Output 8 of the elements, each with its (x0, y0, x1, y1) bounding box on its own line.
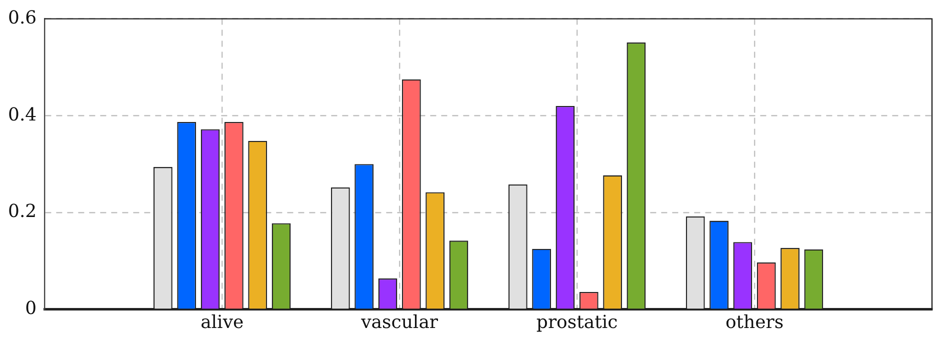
y-tick-label: 0.4 (8, 104, 37, 126)
y-tick-label: 0.6 (8, 7, 37, 28)
x-tick-label: others (725, 312, 784, 333)
y-tick-label: 0.2 (8, 201, 37, 222)
y-tick-label: 0 (25, 298, 37, 320)
x-tick-label: prostatic (536, 312, 618, 333)
x-tick-label: alive (200, 312, 244, 333)
x-tick-label: vascular (360, 312, 438, 333)
